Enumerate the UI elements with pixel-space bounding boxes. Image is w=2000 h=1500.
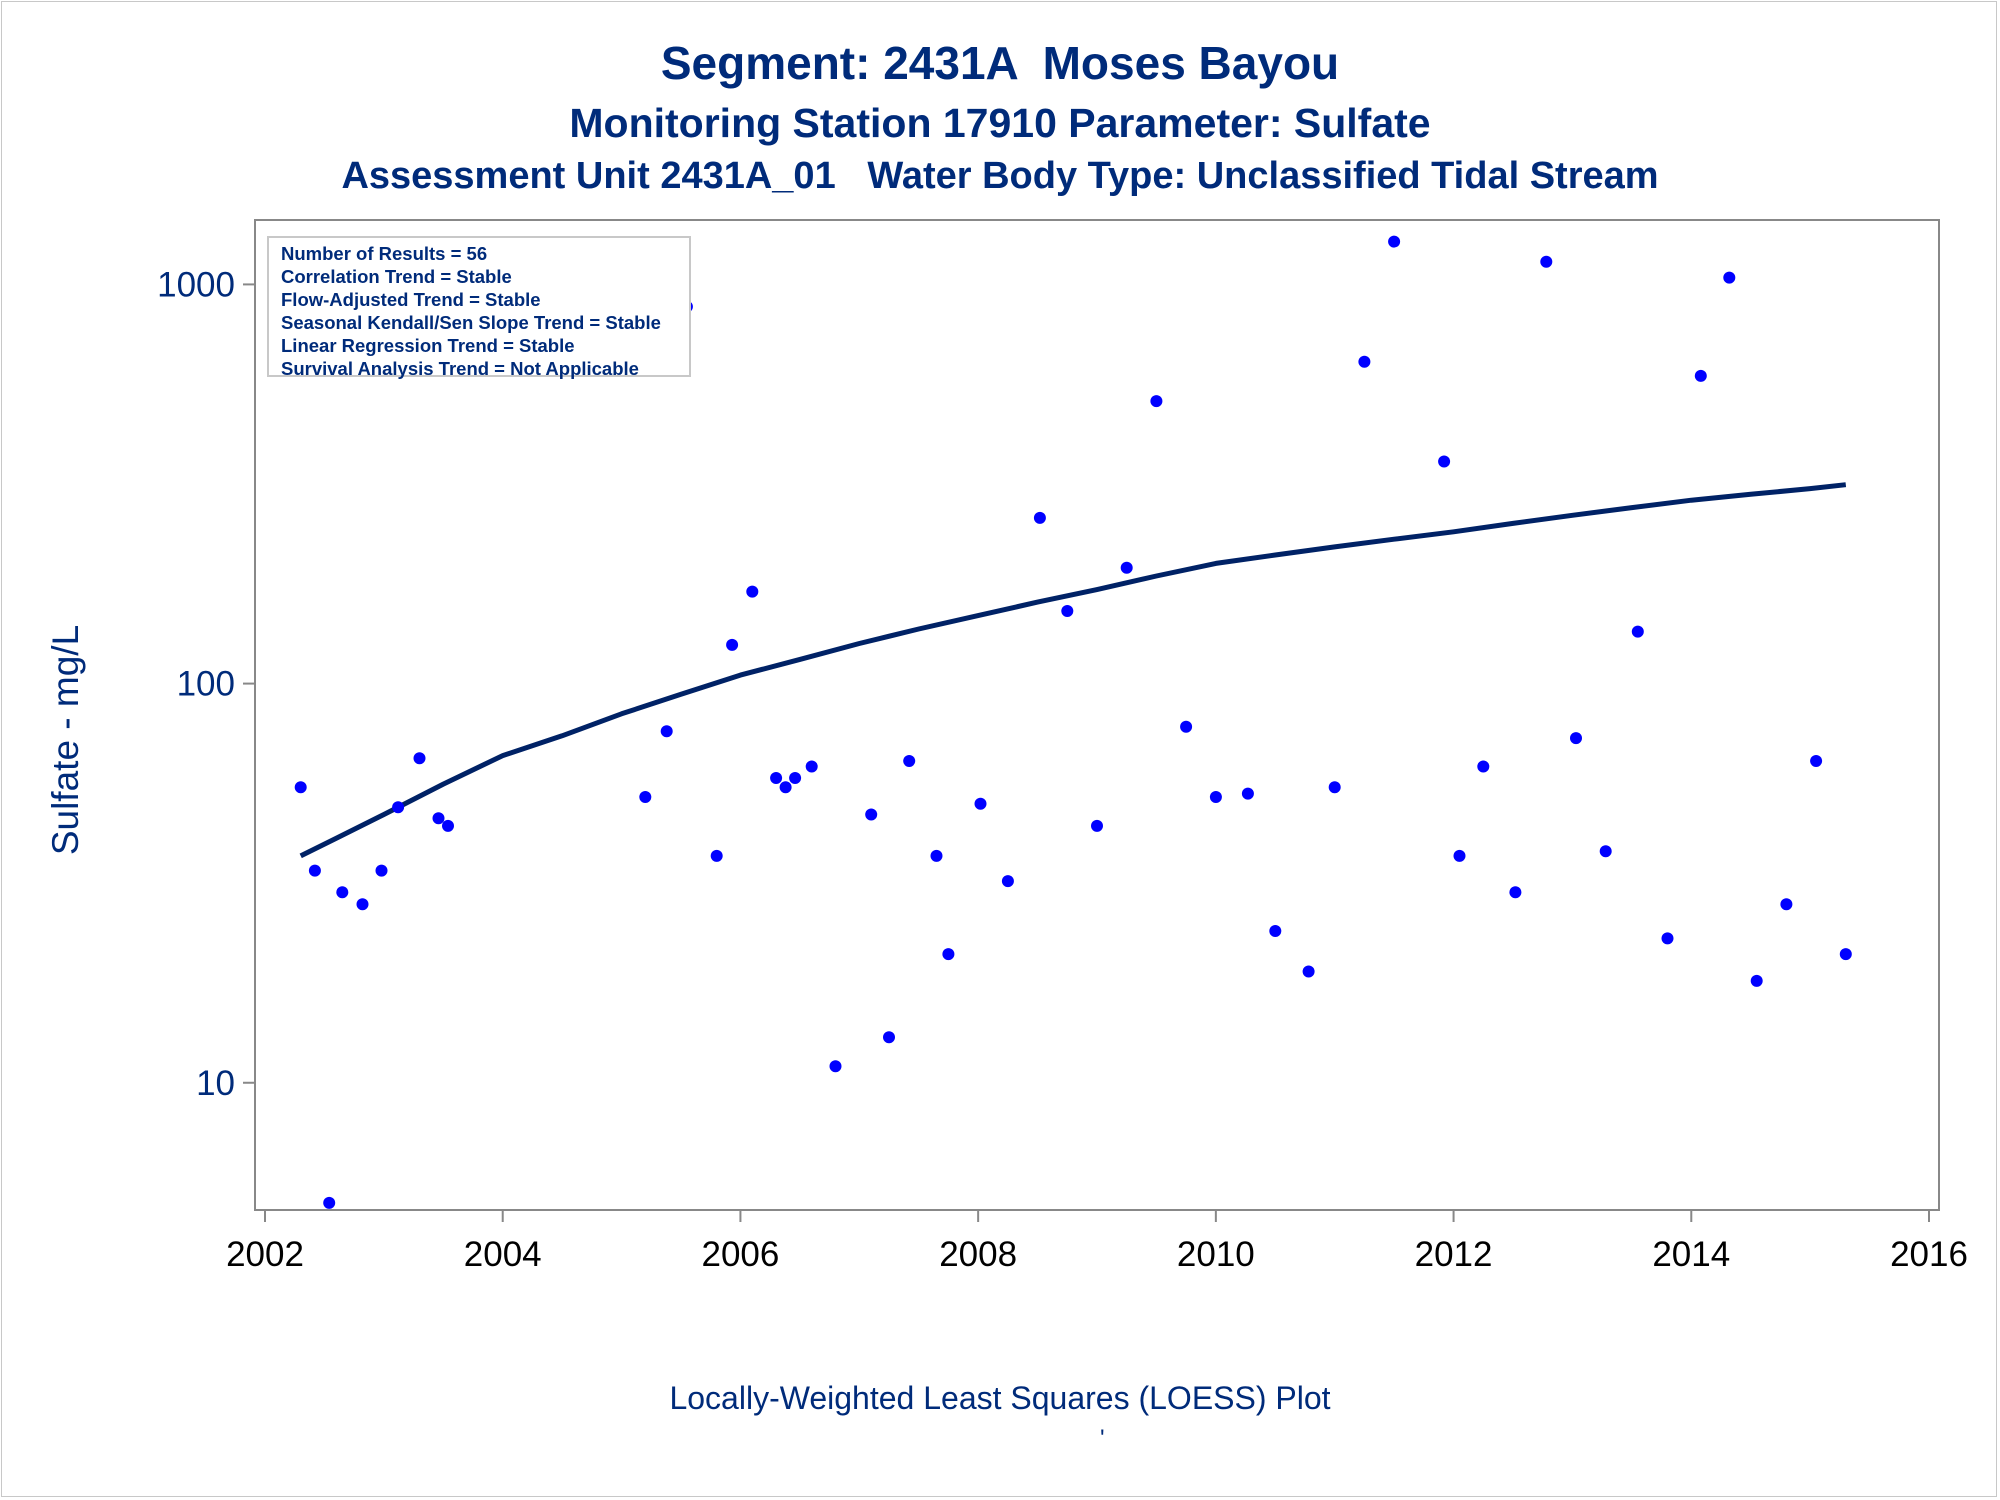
x-tick-label: 2002 <box>226 1235 304 1274</box>
data-point <box>1631 625 1644 638</box>
data-point <box>974 797 987 810</box>
footnote-mark: ' <box>1100 1425 1105 1452</box>
data-point <box>1570 732 1582 745</box>
y-tick-label: 10 <box>196 1064 235 1103</box>
data-point <box>1120 561 1133 574</box>
data-point <box>710 849 723 862</box>
data-point <box>1661 932 1674 945</box>
stat-number-of-results: Number of Results = 56 <box>281 243 488 264</box>
data-point <box>883 1031 895 1044</box>
data-point <box>1750 974 1763 987</box>
data-point <box>294 781 307 794</box>
chart-title: Segment: 2431A Moses Bayou <box>660 37 1340 89</box>
data-point <box>1328 781 1341 794</box>
data-point <box>1001 875 1014 888</box>
data-point <box>308 864 321 877</box>
data-point <box>1453 849 1466 862</box>
data-point <box>375 864 388 877</box>
data-point <box>1540 255 1553 268</box>
stat-flow-adjusted-trend: Flow-Adjusted Trend = Stable <box>281 289 541 310</box>
data-point <box>770 772 783 784</box>
data-point <box>779 781 792 794</box>
x-tick-label: 2016 <box>1890 1235 1968 1274</box>
data-point <box>660 725 673 738</box>
data-point <box>930 849 943 862</box>
data-point <box>1388 235 1401 248</box>
y-tick-label: 1000 <box>157 265 235 304</box>
y-axis: 10 100 1000 <box>157 265 255 1103</box>
data-point <box>865 808 878 821</box>
data-point <box>829 1060 842 1073</box>
data-point <box>1839 948 1852 961</box>
data-point <box>1180 720 1193 733</box>
y-axis-label: Sulfate - mg/L <box>45 625 86 855</box>
x-tick-label: 2014 <box>1652 1235 1730 1274</box>
data-point <box>1302 965 1315 978</box>
data-point <box>323 1196 336 1209</box>
data-point <box>1599 845 1612 858</box>
data-point <box>1438 455 1451 468</box>
stat-seasonal-kendall-trend: Seasonal Kendall/Sen Slope Trend = Stabl… <box>281 312 661 333</box>
data-point <box>1209 791 1222 803</box>
data-point <box>1241 787 1254 800</box>
data-point <box>1694 369 1707 382</box>
trend-statistics-box: Number of Results = 56 Correlation Trend… <box>267 236 691 379</box>
stat-survival-analysis-trend: Survival Analysis Trend = Not Applicable <box>281 358 639 379</box>
x-tick-label: 2010 <box>1177 1235 1255 1274</box>
data-point <box>1810 755 1823 767</box>
data-point <box>746 585 759 598</box>
y-tick-label: 100 <box>177 665 235 704</box>
data-points-layer <box>294 235 1852 1209</box>
x-tick-label: 2012 <box>1415 1235 1493 1274</box>
x-tick-label: 2006 <box>701 1235 779 1274</box>
data-point <box>413 752 426 765</box>
data-point <box>1061 605 1074 617</box>
chart-subtitle-assessment: Assessment Unit 2431A_01 Water Body Type… <box>341 155 1659 197</box>
data-point <box>1269 925 1282 937</box>
plot-footnote: Locally-Weighted Least Squares (LOESS) P… <box>669 1380 1331 1416</box>
data-point <box>1780 898 1793 911</box>
loess-curve-layer <box>299 482 1847 859</box>
x-tick-label: 2008 <box>939 1235 1017 1274</box>
data-point <box>1358 355 1371 368</box>
data-point <box>1509 886 1522 899</box>
data-point <box>336 886 349 899</box>
data-point <box>432 812 445 825</box>
data-point <box>356 898 369 911</box>
data-point <box>805 760 818 773</box>
stat-correlation-trend: Correlation Trend = Stable <box>281 266 512 287</box>
data-point <box>903 755 916 767</box>
data-point <box>392 801 405 814</box>
data-point <box>639 791 652 803</box>
chart-subtitle-station: Monitoring Station 17910 Parameter: Sulf… <box>569 100 1431 146</box>
stat-linear-regression-trend: Linear Regression Trend = Stable <box>281 335 575 356</box>
data-point <box>1477 760 1490 773</box>
data-point <box>442 819 454 832</box>
data-point <box>726 638 739 651</box>
x-tick-label: 2004 <box>464 1235 542 1274</box>
data-point <box>1150 395 1163 408</box>
data-point <box>942 948 955 961</box>
plot-area-border <box>254 219 1940 1211</box>
data-point <box>1091 819 1103 832</box>
data-point <box>1723 271 1736 284</box>
loess-curve <box>299 482 1847 859</box>
data-point <box>789 772 802 784</box>
x-axis: 2002 2004 2006 2008 2010 2012 2014 2016 <box>226 1210 1968 1274</box>
data-point <box>1033 511 1046 524</box>
